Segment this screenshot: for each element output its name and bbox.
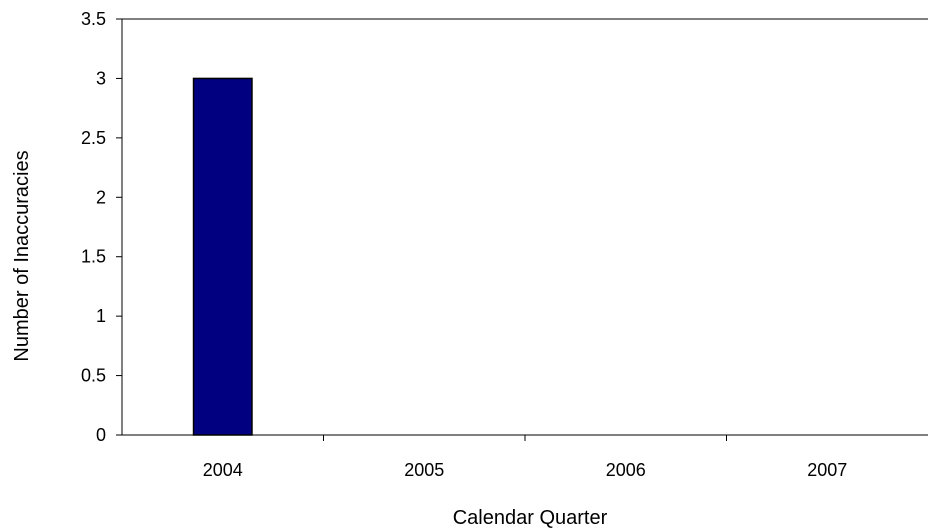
y-tick-label: 1 [96, 306, 106, 326]
x-tick-label: 2004 [203, 460, 243, 480]
x-tick-label: 2006 [606, 460, 646, 480]
x-axis-title: Calendar Quarter [453, 507, 608, 529]
y-tick-label: 2 [96, 187, 106, 207]
x-axis-ticks: 2004 2005 2006 2007 [203, 435, 847, 480]
y-tick-label: 0 [96, 425, 106, 445]
y-tick-label: 3 [96, 68, 106, 88]
bar-2004 [192, 77, 253, 436]
y-tick-label: 1.5 [81, 247, 106, 267]
plot-frame [121, 18, 928, 436]
y-tick-label: 0.5 [81, 366, 106, 386]
y-tick-label: 3.5 [81, 9, 106, 29]
bars [192, 77, 253, 436]
y-axis-title: Number of Inaccuracies [11, 150, 33, 361]
x-tick-label: 2005 [404, 460, 444, 480]
x-tick-label: 2007 [807, 460, 847, 480]
y-tick-label: 2.5 [81, 128, 106, 148]
y-axis-ticks: 0 0.5 1 1.5 2 2.5 3 3.5 [81, 9, 122, 445]
